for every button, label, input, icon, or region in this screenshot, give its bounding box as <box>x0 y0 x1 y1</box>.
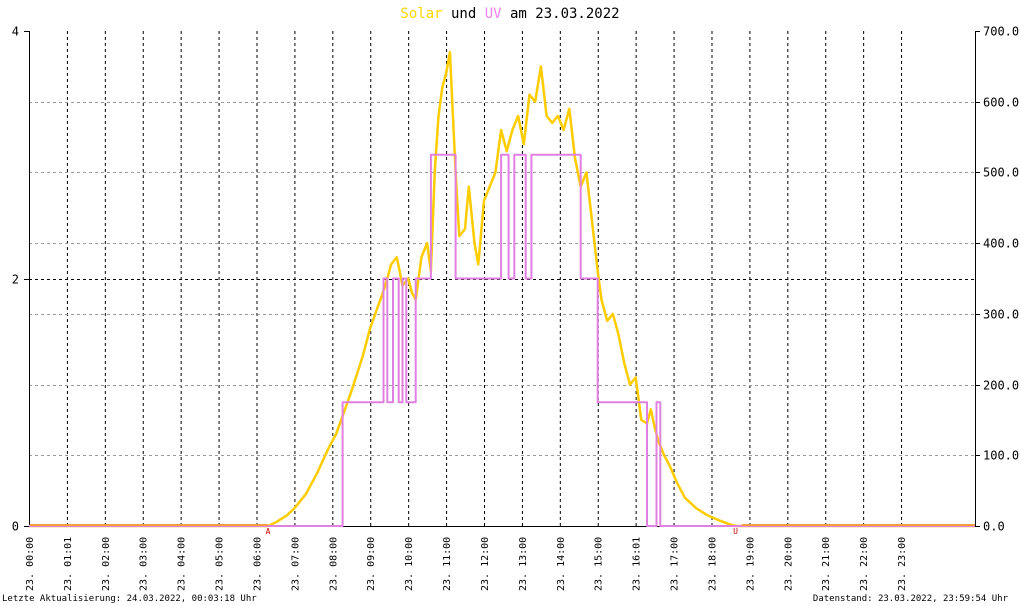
y-right-tick-label: 600.0 <box>983 96 1019 110</box>
x-tick-label: 23. 20:00 <box>783 537 794 591</box>
x-tick-label: 23. 21:00 <box>821 537 832 591</box>
title-solar: Solar <box>400 6 442 22</box>
x-tick-label: 23. 03:00 <box>139 537 150 591</box>
y-left-tick-label: 4 <box>12 25 19 39</box>
x-tick-label: 23. 15:00 <box>594 537 605 591</box>
x-tick-label: 23. 06:00 <box>252 537 263 591</box>
x-tick-label: 23. 18:00 <box>707 537 718 591</box>
x-tick-label: 23. 05:00 <box>215 537 226 591</box>
x-tick-label: 23. 09:00 <box>366 537 377 591</box>
y-right-tick-label: 0.0 <box>983 520 1005 534</box>
footer-last-update: Letzte Aktualisierung: 24.03.2022, 00:03… <box>2 594 257 604</box>
y-right-tick-label: 300.0 <box>983 308 1019 322</box>
x-tick-label: 23. 22:00 <box>859 537 870 591</box>
title-uv: UV <box>485 6 502 22</box>
y-left-tick-label: 2 <box>12 273 19 287</box>
x-tick-label: 23. 04:00 <box>177 537 188 591</box>
tick-labels: 23. 00:00 23. 01:01 23. 02:00 23. 03:00 23. … <box>12 25 1019 592</box>
event-marker-label: A <box>266 527 271 536</box>
x-tick-label: 23. 02:00 <box>101 537 112 591</box>
chart-title: Solar und UV am 23.03.2022 <box>400 6 619 22</box>
x-tick-label: 23. 07:00 <box>290 537 301 591</box>
x-tick-label: 23. 19:00 <box>745 537 756 591</box>
y-right-tick-label: 100.0 <box>983 449 1019 463</box>
x-tick-label: 23. 12:00 <box>480 537 491 591</box>
x-tick-label: 23. 08:00 <box>328 537 339 591</box>
x-tick-label: 23. 23:00 <box>897 537 908 591</box>
x-tick-label: 23. 13:00 <box>518 537 529 591</box>
x-tick-label: 23. 17:00 <box>670 537 681 591</box>
x-tick-label: 23. 11:00 <box>442 537 453 591</box>
y-left-tick-label: 0 <box>12 520 19 534</box>
y-right-tick-label: 500.0 <box>983 166 1019 180</box>
event-marker-label: U <box>733 527 738 536</box>
title-und: und <box>443 6 485 22</box>
title-date: am 23.03.2022 <box>502 6 620 22</box>
y-right-tick-label: 400.0 <box>983 237 1019 251</box>
x-tick-label: 23. 10:00 <box>404 537 415 591</box>
x-tick-label: 23. 16:01 <box>632 537 643 591</box>
x-tick-label: 23. 14:00 <box>556 537 567 591</box>
y-right-tick-label: 700.0 <box>983 25 1019 39</box>
x-tick-label: 23. 01:01 <box>63 537 74 591</box>
uv-series-line <box>29 153 975 527</box>
y-right-tick-label: 200.0 <box>983 379 1019 393</box>
series-layer <box>29 50 975 528</box>
grid <box>29 31 975 526</box>
x-tick-label: 23. 00:00 <box>25 537 36 591</box>
footer-data-status: Datenstand: 23.03.2022, 23:59:54 Uhr <box>812 594 1008 604</box>
solar-series-line <box>29 50 975 528</box>
